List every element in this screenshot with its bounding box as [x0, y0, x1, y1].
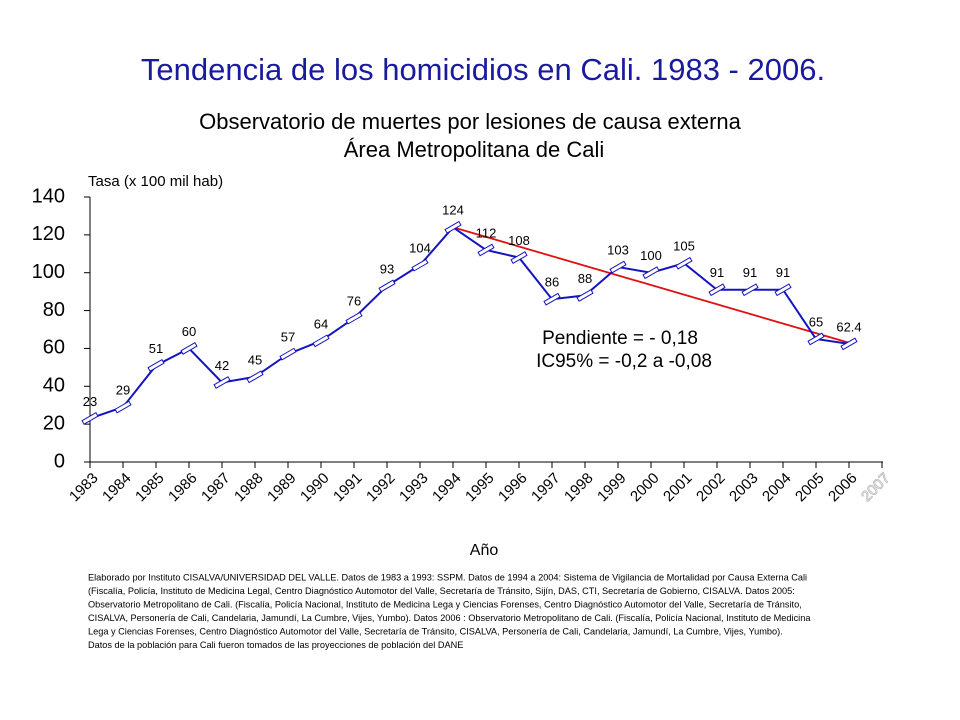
data-label: 86: [545, 275, 559, 290]
x-tick-label: 1983: [66, 470, 102, 506]
data-label: 100: [640, 248, 662, 263]
x-tick-label: 1991: [330, 470, 366, 506]
footnote: (Fiscalía, Policía, Instituto de Medicin…: [88, 586, 795, 596]
y-tick-label: 80: [43, 299, 65, 321]
subtitle: Área Metropolitana de Cali: [344, 137, 604, 162]
data-point: [378, 279, 396, 293]
data-label: 104: [409, 241, 431, 256]
subtitle: Observatorio de muertes por lesiones de …: [199, 109, 742, 134]
data-point: [279, 347, 297, 361]
x-tick-label: 1997: [528, 470, 564, 506]
data-label: 64: [314, 316, 328, 331]
chart-title: Tendencia de los homicidios en Cali. 198…: [141, 52, 825, 87]
data-label: 103: [607, 242, 629, 257]
x-tick-label: 1990: [297, 470, 333, 506]
data-label: 105: [673, 239, 695, 254]
x-tick-label: 2006: [825, 470, 861, 506]
footnote: CISALVA, Personería de Cali, Candelaria,…: [88, 613, 811, 623]
data-label: 45: [248, 352, 262, 367]
data-point: [114, 400, 132, 414]
data-label: 76: [347, 294, 361, 309]
data-point: [312, 334, 330, 348]
y-tick-label: 0: [54, 450, 65, 472]
data-label: 91: [776, 265, 790, 280]
data-label: 91: [710, 265, 724, 280]
data-label: 62.4: [836, 319, 861, 334]
data-point: [642, 266, 660, 280]
data-point: [213, 376, 231, 389]
x-tick-label: 1998: [561, 470, 597, 506]
data-point: [774, 283, 792, 297]
data-point: [81, 412, 99, 425]
data-label: 65: [809, 314, 823, 329]
data-point: [180, 342, 198, 355]
data-point: [543, 292, 561, 306]
data-point: [741, 283, 759, 297]
data-point: [477, 243, 495, 257]
data-point: [576, 289, 594, 302]
y-tick-label: 100: [32, 261, 65, 283]
x-tick-label: 1993: [396, 470, 432, 506]
y-tick-label: 40: [43, 375, 65, 397]
x-tick-label: 1999: [594, 470, 630, 506]
data-point: [675, 256, 693, 270]
x-tick-label: 1986: [165, 470, 201, 506]
x-tick-label: 2004: [759, 470, 795, 506]
x-tick-label: 2003: [726, 470, 762, 506]
x-tick-label: 1984: [99, 470, 135, 506]
annotation: Pendiente = - 0,18: [542, 328, 698, 349]
data-point: [510, 251, 528, 264]
x-tick-label: 1995: [462, 470, 498, 506]
trend-line: [452, 226, 850, 344]
x-tick-label: 1987: [198, 470, 234, 506]
y-tick-label: 140: [32, 185, 65, 207]
data-point: [609, 260, 627, 274]
data-line: [89, 225, 850, 420]
x-tick-label: 2005: [792, 470, 828, 506]
footnote: Elaborado por Instituto CISALVA/UNIVERSI…: [88, 572, 807, 582]
y-axis-label: Tasa (x 100 mil hab): [88, 173, 223, 190]
data-point: [708, 283, 726, 297]
x-tick-label: 1985: [132, 470, 168, 506]
data-point: [345, 311, 363, 325]
data-label: 42: [215, 358, 229, 373]
data-point: [840, 337, 858, 351]
x-tick-label: 1988: [231, 470, 267, 506]
footnote: Datos de la población para Cali fueron t…: [88, 640, 463, 650]
data-label: 51: [149, 341, 163, 356]
x-tick-label: 2000: [627, 470, 663, 506]
x-tick-label: 2002: [693, 470, 729, 506]
data-label: 108: [508, 233, 530, 248]
data-point: [411, 258, 429, 272]
x-tick-label: 1992: [363, 470, 399, 506]
x-tick-label: 1994: [429, 470, 465, 506]
data-label: 112: [476, 225, 497, 240]
footnote: Lega y Ciencias Forenses, Centro Diagnós…: [88, 626, 783, 636]
x-axis-label: Año: [470, 542, 499, 559]
y-tick-label: 20: [43, 412, 65, 434]
annotation: IC95% = -0,2 a -0,08: [536, 351, 712, 372]
data-label: 57: [281, 330, 295, 345]
x-tick-label: 2001: [660, 470, 696, 506]
data-label: 29: [116, 383, 130, 398]
data-label: 60: [182, 324, 196, 339]
y-tick-label: 60: [43, 337, 65, 359]
data-label: 93: [380, 261, 394, 276]
x-tick-label: 2007: [858, 470, 894, 506]
footnote: Observatorio Metropolitano de Cali. (Fis…: [88, 599, 802, 609]
y-tick-label: 120: [32, 223, 65, 245]
x-tick-label: 1989: [264, 470, 300, 506]
data-point: [147, 359, 165, 372]
data-point: [807, 332, 825, 346]
data-label: 124: [442, 203, 464, 218]
data-point: [246, 370, 264, 384]
data-label: 23: [83, 394, 97, 409]
data-point: [444, 220, 462, 234]
x-tick-label: 1996: [495, 470, 531, 506]
data-label: 88: [578, 271, 592, 286]
data-label: 91: [743, 265, 757, 280]
